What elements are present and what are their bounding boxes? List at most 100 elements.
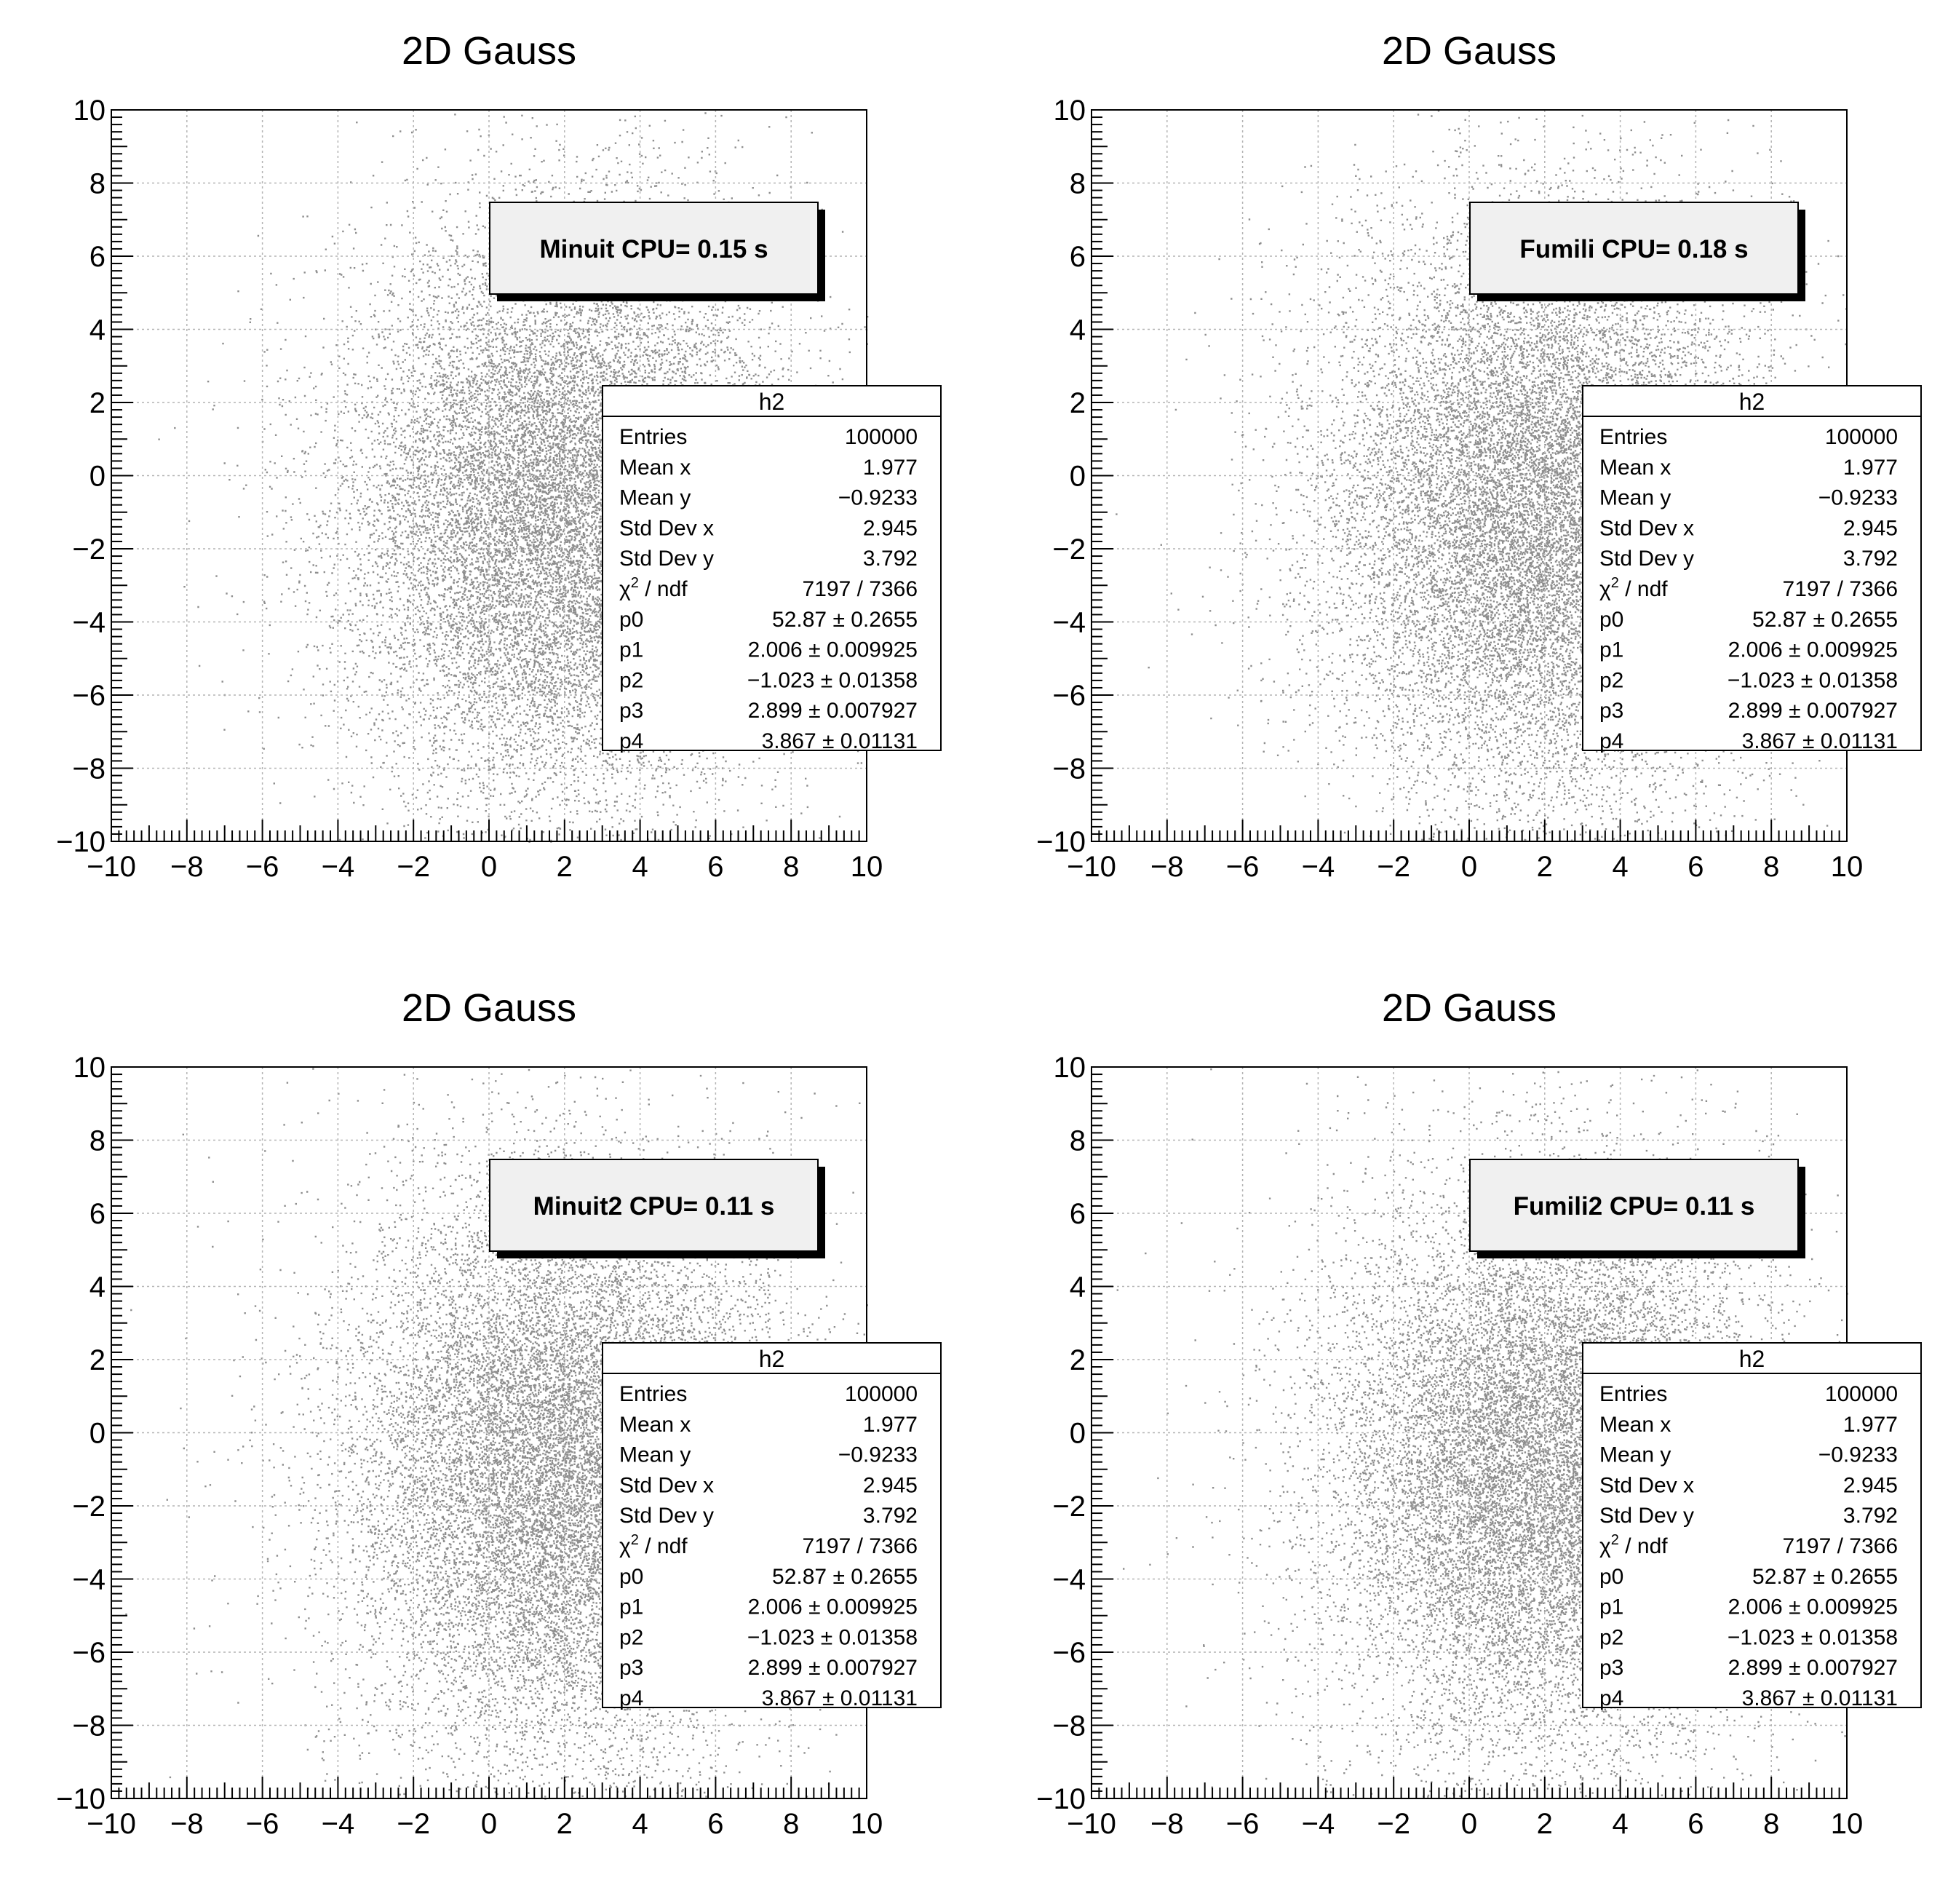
stats-row-value: 100000 bbox=[1825, 1382, 1898, 1406]
stats-row-value: 100000 bbox=[1825, 425, 1898, 449]
chart-panel-4: 2D Gauss −10 −8 −6 −4 −2 0 2 4 6 8 10 −10 −8 −6 −4 −2 0 2 4… bbox=[1036, 986, 1922, 1840]
x-tick-label: 10 bbox=[1831, 851, 1864, 883]
stats-row-name: p3 bbox=[1599, 1656, 1623, 1680]
y-tick-label: 4 bbox=[90, 314, 106, 346]
x-tick-label: 2 bbox=[1537, 851, 1553, 883]
stats-row-name: p3 bbox=[619, 1656, 643, 1680]
stats-row-value: 1.977 bbox=[863, 1413, 918, 1437]
stats-row-value: 7197 / 7366 bbox=[803, 1534, 918, 1558]
stats-row-name: Std Dev x bbox=[619, 516, 714, 540]
axis-ticks bbox=[1091, 1066, 1848, 1799]
stats-row-name: p3 bbox=[619, 699, 643, 723]
stats-row-name: p2 bbox=[619, 1625, 643, 1649]
y-tick-label: 10 bbox=[1054, 95, 1086, 127]
stats-row-name: p2 bbox=[1599, 1625, 1623, 1649]
y-tick-label: 0 bbox=[90, 1418, 106, 1450]
x-tick-label: 0 bbox=[1461, 1808, 1477, 1840]
stats-row-name: p1 bbox=[1599, 1595, 1623, 1619]
chart-title: 2D Gauss bbox=[1382, 986, 1557, 1030]
x-tick-label: 8 bbox=[1763, 851, 1779, 883]
y-tick-label: 2 bbox=[1070, 387, 1086, 419]
chart-title: 2D Gauss bbox=[402, 986, 576, 1030]
x-tick-label: −2 bbox=[397, 1808, 430, 1840]
stats-row-value: 1.977 bbox=[1843, 1413, 1898, 1437]
stats-row-name: Mean x bbox=[619, 1413, 691, 1437]
stats-row-value: 3.867 ± 0.01131 bbox=[1742, 729, 1898, 753]
y-tick-label: −6 bbox=[1052, 1637, 1086, 1669]
x-tick-label: −8 bbox=[170, 1808, 204, 1840]
x-tick-label: −2 bbox=[1377, 1808, 1410, 1840]
stats-row-name-rest: / ndf bbox=[639, 577, 688, 601]
stats-row-name: Mean x bbox=[619, 456, 691, 480]
stats-row-name: χ2 / ndf bbox=[619, 1532, 688, 1558]
y-tick-label: −4 bbox=[1052, 607, 1086, 639]
y-tick-label: 0 bbox=[90, 461, 106, 493]
cpu-label-box bbox=[1469, 1159, 1799, 1252]
stats-row-name: Entries bbox=[619, 425, 687, 449]
stats-row-value: 7197 / 7366 bbox=[1783, 577, 1898, 601]
axis-ticks bbox=[1091, 109, 1848, 842]
x-tick-label: 8 bbox=[783, 851, 799, 883]
stats-row-name: Std Dev y bbox=[619, 1504, 714, 1528]
stats-row-value: 3.867 ± 0.01131 bbox=[762, 1686, 918, 1710]
x-tick-label: −6 bbox=[1226, 1808, 1260, 1840]
stats-row-name: p3 bbox=[1599, 699, 1623, 723]
axis-ticks bbox=[111, 109, 867, 842]
stats-row-name: Entries bbox=[1599, 1382, 1667, 1406]
stats-row-value: 2.006 ± 0.009925 bbox=[1728, 638, 1898, 662]
chart-panel-2: 2D Gauss −10 −8 −6 −4 −2 0 2 4 6 8 10 −10 −8 −6 −4 −2 0 2 4… bbox=[1036, 29, 1922, 883]
stats-row-name: Entries bbox=[1599, 425, 1667, 449]
stats-row-name: Mean y bbox=[619, 486, 691, 510]
stats-row-value: 52.87 ± 0.2655 bbox=[772, 608, 918, 632]
x-tick-label: −10 bbox=[1067, 851, 1116, 883]
y-tick-label: 4 bbox=[90, 1272, 106, 1304]
chart-title: 2D Gauss bbox=[1382, 29, 1557, 73]
y-tick-label: −8 bbox=[72, 1710, 106, 1742]
axis-ticks bbox=[111, 1066, 867, 1799]
x-tick-label: 0 bbox=[481, 1808, 497, 1840]
y-tick-label: 8 bbox=[1070, 1125, 1086, 1157]
x-tick-label: 10 bbox=[851, 1808, 883, 1840]
x-tick-label: −6 bbox=[246, 1808, 279, 1840]
x-tick-label: 2 bbox=[1537, 1808, 1553, 1840]
x-tick-label: −2 bbox=[1377, 851, 1410, 883]
y-tick-label: 8 bbox=[90, 1125, 106, 1157]
x-tick-label: 0 bbox=[481, 851, 497, 883]
cpu-label-box bbox=[1469, 202, 1799, 295]
x-tick-label: 6 bbox=[707, 851, 723, 883]
stats-row-name: p2 bbox=[1599, 668, 1623, 692]
stats-row-value: 2.899 ± 0.007927 bbox=[1728, 699, 1898, 723]
stats-row-value: 2.945 bbox=[1843, 1473, 1898, 1497]
stats-row-value: −0.9233 bbox=[1818, 1443, 1898, 1467]
stats-row-value: 100000 bbox=[845, 425, 918, 449]
y-tick-label: −6 bbox=[72, 680, 106, 712]
stats-row-name: Mean y bbox=[1599, 1443, 1671, 1467]
x-tick-label: 10 bbox=[851, 851, 883, 883]
stats-row-name: Mean y bbox=[1599, 486, 1671, 510]
stats-row-value: 1.977 bbox=[1843, 456, 1898, 480]
y-tick-label: 2 bbox=[90, 387, 106, 419]
stats-row-value: 3.867 ± 0.01131 bbox=[762, 729, 918, 753]
y-tick-label: 6 bbox=[90, 1198, 106, 1230]
x-tick-label: 0 bbox=[1461, 851, 1477, 883]
y-tick-label: 2 bbox=[90, 1344, 106, 1376]
stats-row-name-sup: 2 bbox=[1611, 575, 1619, 591]
stats-row-value: −1.023 ± 0.01358 bbox=[747, 1625, 918, 1649]
cpu-label-box bbox=[489, 1159, 819, 1252]
cpu-label: Fumili CPU= 0.18 s bbox=[1519, 235, 1748, 263]
stats-row-name: Std Dev y bbox=[1599, 547, 1694, 571]
chart-panel-1: 2D Gauss −10 −8 −6 −4 −2 0 2 4 6 8 10 −10 −8 −6 −4 −2 0 2 4… bbox=[56, 29, 942, 883]
y-tick-label: 0 bbox=[1070, 461, 1086, 493]
stats-title: h2 bbox=[1739, 389, 1765, 415]
stats-row-value: 3.792 bbox=[863, 1504, 918, 1528]
cpu-label: Minuit2 CPU= 0.11 s bbox=[533, 1192, 775, 1221]
x-tick-label: 8 bbox=[1763, 1808, 1779, 1840]
x-tick-label: −8 bbox=[1150, 1808, 1184, 1840]
stats-row-value: 2.899 ± 0.007927 bbox=[748, 699, 918, 723]
stats-row-value: −0.9233 bbox=[838, 486, 918, 510]
y-tick-label: 6 bbox=[1070, 241, 1086, 273]
stats-row-name-sup: 2 bbox=[631, 1532, 639, 1548]
stats-row-name: p0 bbox=[1599, 608, 1623, 632]
stats-row-name: p4 bbox=[619, 1686, 643, 1710]
